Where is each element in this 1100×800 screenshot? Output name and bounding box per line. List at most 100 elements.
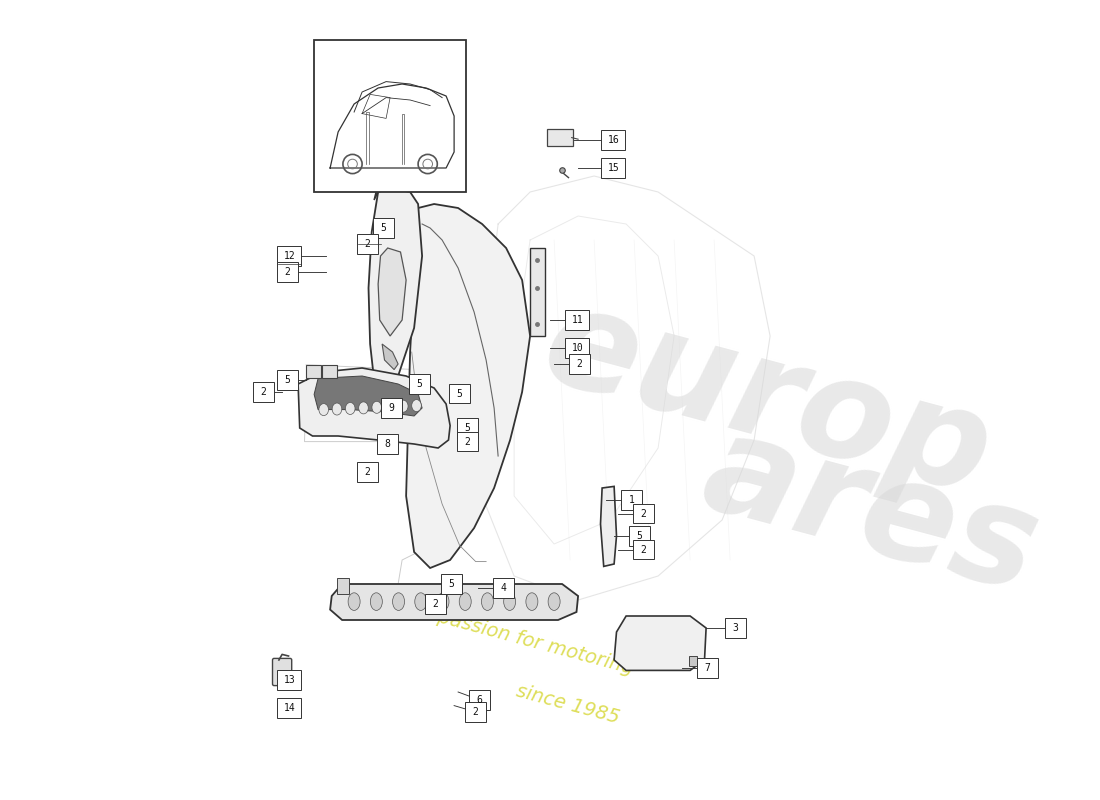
Ellipse shape	[398, 400, 408, 412]
Polygon shape	[330, 584, 579, 620]
Text: 2: 2	[261, 387, 266, 397]
FancyBboxPatch shape	[602, 158, 625, 178]
Ellipse shape	[548, 593, 560, 610]
Ellipse shape	[345, 402, 355, 414]
FancyBboxPatch shape	[409, 374, 430, 394]
Text: 13: 13	[284, 675, 295, 685]
Ellipse shape	[411, 400, 421, 411]
FancyBboxPatch shape	[426, 594, 447, 614]
Text: 5: 5	[417, 379, 422, 389]
Text: 12: 12	[284, 251, 295, 261]
FancyBboxPatch shape	[565, 338, 590, 358]
FancyBboxPatch shape	[277, 246, 301, 266]
FancyBboxPatch shape	[277, 670, 301, 690]
FancyBboxPatch shape	[725, 618, 746, 638]
Text: 14: 14	[284, 703, 295, 713]
Polygon shape	[368, 188, 422, 392]
Text: ares: ares	[690, 403, 1053, 621]
Bar	[315, 40, 466, 192]
FancyBboxPatch shape	[253, 382, 274, 402]
FancyBboxPatch shape	[629, 526, 650, 546]
FancyBboxPatch shape	[570, 354, 590, 374]
Text: 2: 2	[641, 545, 647, 554]
Polygon shape	[382, 344, 398, 370]
Polygon shape	[378, 248, 406, 336]
FancyBboxPatch shape	[697, 658, 718, 678]
FancyBboxPatch shape	[277, 370, 298, 390]
Text: 10: 10	[571, 343, 583, 353]
Text: 6: 6	[476, 695, 483, 705]
FancyBboxPatch shape	[547, 129, 572, 146]
Text: 2: 2	[365, 239, 371, 249]
Bar	[322, 365, 337, 378]
FancyBboxPatch shape	[565, 310, 590, 330]
FancyBboxPatch shape	[358, 462, 378, 482]
FancyBboxPatch shape	[634, 540, 654, 559]
FancyBboxPatch shape	[458, 418, 478, 438]
Ellipse shape	[459, 593, 471, 610]
Bar	[306, 365, 320, 378]
Text: 2: 2	[576, 359, 583, 369]
Bar	[689, 656, 696, 666]
Text: 5: 5	[637, 531, 642, 541]
Text: 9: 9	[388, 403, 395, 413]
FancyBboxPatch shape	[458, 432, 478, 451]
FancyBboxPatch shape	[465, 702, 486, 722]
Ellipse shape	[393, 593, 405, 610]
FancyBboxPatch shape	[621, 490, 642, 510]
FancyBboxPatch shape	[470, 690, 491, 710]
Ellipse shape	[482, 593, 494, 610]
Text: 2: 2	[473, 707, 478, 717]
Ellipse shape	[319, 403, 329, 416]
Ellipse shape	[437, 593, 449, 610]
Text: a passion for motoring: a passion for motoring	[418, 602, 636, 678]
FancyBboxPatch shape	[449, 384, 470, 403]
Ellipse shape	[385, 401, 395, 413]
Bar	[337, 578, 350, 594]
Text: 3: 3	[733, 623, 738, 633]
Text: 1: 1	[629, 495, 635, 505]
Text: 11: 11	[571, 315, 583, 325]
FancyBboxPatch shape	[441, 574, 462, 594]
Text: 2: 2	[432, 599, 439, 609]
Text: 5: 5	[465, 423, 471, 433]
Bar	[530, 248, 544, 336]
Polygon shape	[298, 368, 450, 448]
FancyBboxPatch shape	[382, 398, 403, 418]
Text: 5: 5	[456, 389, 463, 398]
Text: 16: 16	[607, 135, 619, 145]
Ellipse shape	[332, 403, 342, 415]
Ellipse shape	[504, 593, 516, 610]
Polygon shape	[374, 176, 400, 200]
FancyBboxPatch shape	[358, 234, 378, 254]
FancyBboxPatch shape	[602, 130, 625, 150]
Ellipse shape	[526, 593, 538, 610]
Polygon shape	[614, 616, 706, 670]
Text: 8: 8	[385, 439, 390, 449]
Ellipse shape	[415, 593, 427, 610]
FancyBboxPatch shape	[377, 434, 398, 454]
Polygon shape	[406, 204, 530, 568]
Polygon shape	[601, 486, 616, 566]
Text: 2: 2	[641, 509, 647, 518]
Ellipse shape	[372, 402, 382, 414]
FancyBboxPatch shape	[373, 218, 394, 238]
Text: 2: 2	[465, 437, 471, 446]
FancyBboxPatch shape	[634, 504, 654, 523]
Ellipse shape	[371, 593, 383, 610]
FancyBboxPatch shape	[277, 698, 301, 718]
Polygon shape	[315, 376, 422, 416]
Ellipse shape	[348, 593, 360, 610]
Text: europ: europ	[530, 276, 1005, 524]
Text: 15: 15	[607, 163, 619, 173]
FancyBboxPatch shape	[277, 262, 298, 282]
Text: since 1985: since 1985	[514, 681, 622, 727]
Text: 5: 5	[449, 579, 454, 589]
Text: 4: 4	[500, 583, 507, 593]
Text: 7: 7	[705, 663, 711, 673]
Text: 5: 5	[285, 375, 290, 385]
Text: 2: 2	[365, 467, 371, 477]
FancyBboxPatch shape	[273, 658, 292, 686]
FancyBboxPatch shape	[493, 578, 514, 598]
Text: 5: 5	[381, 223, 386, 233]
